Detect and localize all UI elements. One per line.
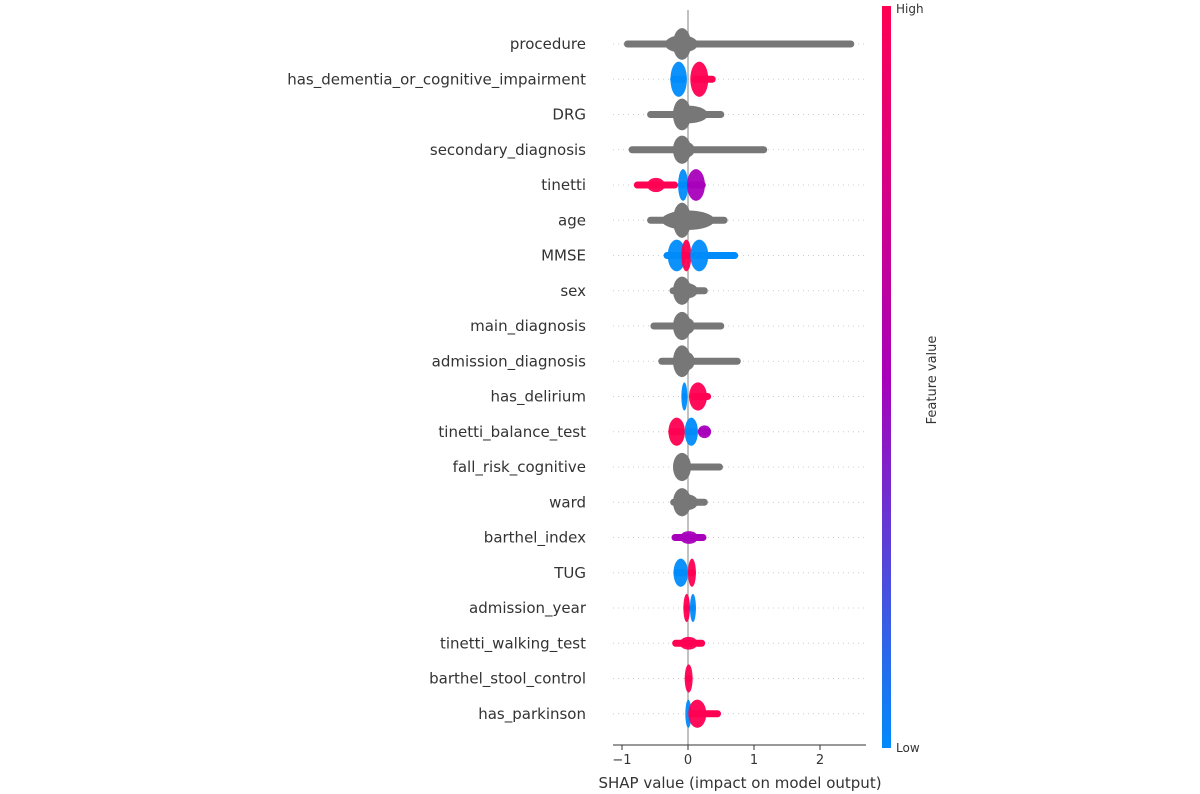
feature-swarm	[628, 135, 768, 164]
feature-label: TUG	[553, 564, 586, 582]
swarm-cluster	[684, 664, 693, 693]
swarm-peak	[673, 98, 691, 131]
feature-swarm	[668, 417, 712, 446]
x-tick-label: 2	[816, 753, 824, 768]
feature-swarm	[673, 558, 696, 587]
feature-label: admission_diagnosis	[432, 352, 587, 371]
swarm-cluster	[679, 636, 698, 650]
x-tick-label: 1	[750, 753, 758, 768]
feature-swarm	[673, 452, 723, 482]
swarm-tail	[628, 146, 768, 154]
colorbar	[882, 6, 891, 748]
swarm-cluster	[681, 239, 692, 272]
swarm-cluster	[688, 382, 707, 411]
feature-swarm	[647, 202, 728, 238]
feature-label: barthel_stool_control	[429, 670, 586, 689]
feature-label: sex	[560, 282, 586, 300]
swarm-peak	[673, 488, 691, 517]
feature-label: tinetti_balance_test	[438, 423, 586, 442]
feature-label: age	[558, 211, 586, 229]
swarm-cluster	[697, 425, 712, 439]
feature-swarm	[670, 488, 708, 517]
feature-swarm	[683, 593, 696, 623]
swarm-peak	[673, 202, 691, 238]
feature-label: fall_risk_cognitive	[453, 458, 586, 477]
swarm-cluster	[681, 382, 688, 411]
feature-label: DRG	[552, 106, 586, 124]
swarm-cluster	[687, 169, 705, 201]
swarm-cluster	[683, 593, 690, 623]
x-tick-label: 0	[684, 753, 692, 768]
swarm-peak	[673, 452, 691, 482]
swarm-cluster	[688, 699, 707, 728]
swarm-tail	[623, 40, 855, 48]
swarm-cluster	[684, 417, 698, 446]
feature-label: tinetti	[541, 176, 586, 194]
swarm-cluster	[688, 558, 696, 587]
swarm-cluster	[679, 531, 698, 544]
feature-label: main_diagnosis	[470, 317, 586, 336]
swarm-peak	[673, 28, 691, 60]
swarm-peak	[673, 345, 691, 378]
swarm-cluster	[668, 417, 685, 446]
feature-label: tinetti_walking_test	[440, 634, 586, 653]
feature-swarm	[647, 98, 725, 131]
x-axis: −1 0 1 2	[612, 744, 866, 768]
feature-label: has_parkinson	[478, 705, 586, 724]
feature-swarm	[684, 664, 693, 693]
feature-swarm	[663, 239, 739, 272]
feature-swarm	[681, 382, 712, 411]
feature-swarm	[658, 345, 741, 378]
feature-swarm	[671, 531, 707, 544]
feature-swarm	[670, 61, 716, 97]
swarm-peak	[673, 276, 691, 305]
feature-swarm	[685, 699, 721, 728]
feature-swarm	[633, 169, 706, 201]
feature-labels: procedure has_dementia_or_cognitive_impai…	[287, 35, 587, 724]
x-tick-label: −1	[612, 753, 631, 768]
feature-label: has_delirium	[490, 388, 586, 407]
feature-swarm	[672, 636, 706, 650]
feature-swarm	[669, 276, 708, 305]
swarm-cluster	[689, 593, 696, 623]
swarm-tail	[681, 463, 723, 471]
colorbar-low-label: Low	[896, 741, 920, 755]
feature-label: admission_year	[469, 599, 587, 618]
feature-swarm	[650, 311, 725, 341]
beeswarm-marks	[623, 28, 855, 728]
swarm-peak	[673, 135, 691, 164]
swarm-cluster	[690, 61, 709, 97]
feature-label: MMSE	[541, 247, 586, 265]
colorbar-title: Feature value	[925, 336, 940, 425]
feature-label: procedure	[510, 35, 586, 53]
feature-label: ward	[549, 493, 586, 511]
colorbar-high-label: High	[896, 2, 924, 16]
swarm-cluster	[673, 558, 688, 587]
swarm-cluster	[646, 177, 665, 193]
swarm-cluster	[670, 61, 687, 97]
swarm-cluster	[667, 239, 686, 272]
x-axis-title: SHAP value (impact on model output)	[598, 774, 881, 792]
row-guides	[613, 43, 866, 715]
swarm-peak	[673, 311, 691, 341]
swarm-tail	[658, 357, 741, 365]
feature-label: secondary_diagnosis	[430, 141, 586, 160]
swarm-cluster	[690, 239, 709, 272]
feature-label: has_dementia_or_cognitive_impairment	[287, 70, 586, 89]
feature-label: barthel_index	[484, 529, 586, 548]
feature-swarm	[623, 28, 855, 60]
swarm-cluster	[678, 169, 688, 201]
